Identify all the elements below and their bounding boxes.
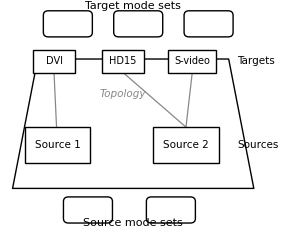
Text: DVI: DVI [46, 56, 62, 66]
Text: Source mode sets: Source mode sets [83, 218, 183, 227]
FancyBboxPatch shape [184, 11, 233, 37]
FancyBboxPatch shape [114, 11, 163, 37]
Text: Source 2: Source 2 [163, 140, 209, 150]
Text: HD15: HD15 [110, 56, 137, 66]
FancyBboxPatch shape [102, 50, 144, 73]
Text: Targets: Targets [238, 56, 275, 66]
FancyBboxPatch shape [25, 127, 90, 163]
FancyBboxPatch shape [153, 127, 219, 163]
Text: S-video: S-video [174, 56, 210, 66]
FancyBboxPatch shape [43, 11, 92, 37]
Text: Sources: Sources [238, 140, 279, 150]
FancyBboxPatch shape [64, 197, 112, 223]
FancyBboxPatch shape [33, 50, 75, 73]
Text: Source 1: Source 1 [35, 140, 81, 150]
FancyBboxPatch shape [168, 50, 216, 73]
FancyBboxPatch shape [147, 197, 195, 223]
Text: Topology: Topology [99, 89, 146, 99]
Text: Target mode sets: Target mode sets [85, 1, 181, 11]
